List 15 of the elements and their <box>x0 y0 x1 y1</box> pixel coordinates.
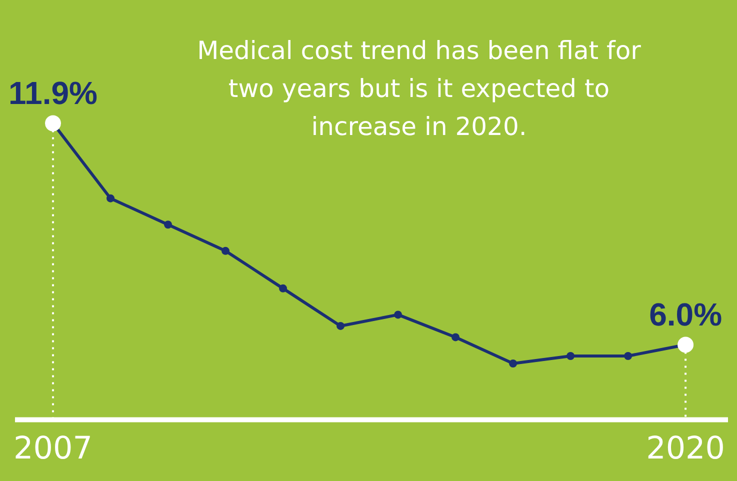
data-label: 6.0% <box>649 296 722 333</box>
point <box>509 360 518 368</box>
x-tick-label: 2007 <box>14 430 92 466</box>
point <box>452 333 460 342</box>
data-label: 11.9% <box>8 75 98 112</box>
point <box>394 310 402 319</box>
chart-title: Medical cost trend has been flat for two years but is it expected to increase in 2020. <box>196 35 642 143</box>
x-tick-label: 2020 <box>646 430 726 466</box>
point <box>624 352 632 360</box>
point <box>279 284 288 292</box>
point <box>222 246 230 255</box>
point <box>336 322 345 330</box>
point <box>566 352 575 360</box>
point <box>106 194 115 202</box>
point <box>164 220 172 229</box>
